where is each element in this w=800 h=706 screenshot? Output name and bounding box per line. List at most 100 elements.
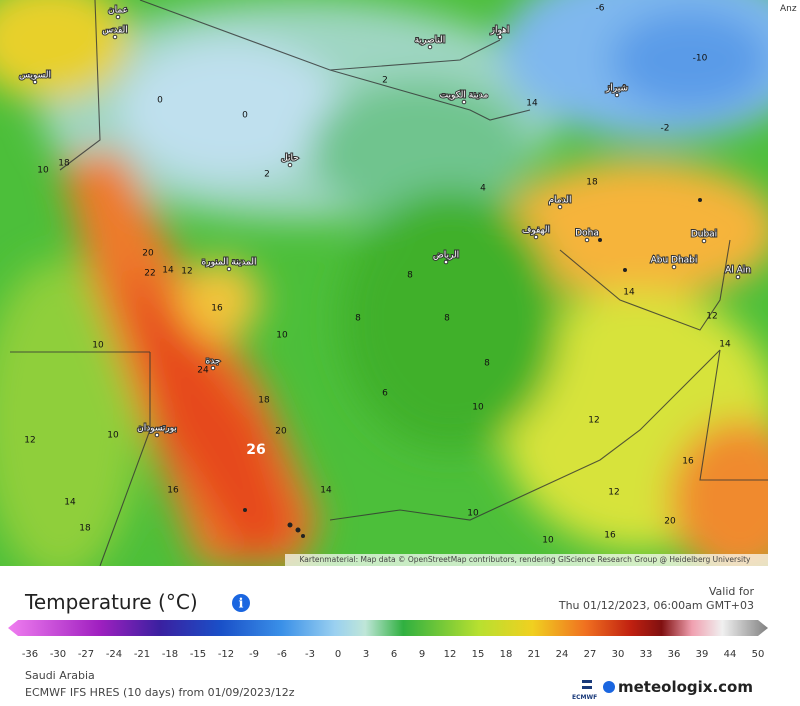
temperature-label: 20 <box>142 249 154 259</box>
place-dot <box>443 259 449 265</box>
temperature-label: 18 <box>586 178 598 188</box>
place-dot <box>671 264 677 270</box>
place-dot <box>461 99 467 105</box>
colorbar-tick-label: 33 <box>640 649 653 660</box>
place-label: عمان <box>108 6 128 16</box>
temperature-label: 2 <box>264 170 270 180</box>
temperature-label: 26 <box>246 442 265 458</box>
temperature-label: 10 <box>276 331 288 341</box>
colorbar-tick-label: -6 <box>277 649 287 660</box>
place-label: Dubai <box>691 230 717 240</box>
place-dot <box>497 34 503 40</box>
place-label: الهفوف <box>522 226 550 236</box>
temperature-label: 10 <box>37 166 49 176</box>
place-label: الناصرية <box>415 36 446 46</box>
temperature-label: 12 <box>706 312 717 322</box>
temperature-label: 4 <box>480 184 486 194</box>
colorbar-tick-label: 27 <box>584 649 597 660</box>
colorbar-tick-label: -9 <box>249 649 259 660</box>
colorbar-tick-label: 39 <box>696 649 709 660</box>
temperature-label: 18 <box>79 524 91 534</box>
place-dot <box>32 79 38 85</box>
temperature-label: 22 <box>144 269 155 279</box>
temperature-label: 12 <box>181 267 192 277</box>
borders <box>10 0 768 566</box>
temperature-label: 10 <box>107 431 119 441</box>
colorbar-tick-label: -18 <box>162 649 178 660</box>
place-label: جدة <box>205 357 220 367</box>
temperature-label: 2 <box>382 76 388 86</box>
info-icon[interactable]: i <box>230 592 252 614</box>
temperature-label: 18 <box>258 396 270 406</box>
colorbar-tick-label: -15 <box>190 649 206 660</box>
place-label: اهواز <box>490 26 510 36</box>
colorbar-tick-label: 36 <box>668 649 681 660</box>
place-dot <box>614 92 620 98</box>
colorbar-tick-label: 9 <box>419 649 425 660</box>
place-label: بورتسودان <box>137 424 177 434</box>
attribution-bg <box>285 554 768 566</box>
place-label: Doha <box>575 229 599 239</box>
place-label: شيراز <box>605 84 628 94</box>
meteologix-logo: meteologix.com <box>618 678 753 696</box>
temperature-label: 10 <box>92 341 104 351</box>
place-label: Abu Dhabi <box>651 256 698 266</box>
place-dot <box>154 432 160 438</box>
ecmwf-mark <box>582 680 592 689</box>
temperature-label: -2 <box>661 124 670 134</box>
temperature-label: 12 <box>588 416 599 426</box>
place-label: Al Ain <box>725 266 751 276</box>
place-dot <box>427 44 433 50</box>
place-label: السويس <box>19 71 51 81</box>
meteologix-mark <box>603 681 615 693</box>
temperature-label: 16 <box>682 457 694 467</box>
temperature-label: 14 <box>719 340 731 350</box>
place-dot <box>584 237 590 243</box>
ecmwf-logo: ECMWF <box>572 694 598 701</box>
colorbar-tick-label: 21 <box>528 649 541 660</box>
place-label: المدينة المنورة <box>202 258 257 268</box>
temperature-label: 10 <box>472 403 484 413</box>
colorbar-tick-label: 12 <box>444 649 457 660</box>
colorbar-tick-label: 15 <box>472 649 485 660</box>
temperature-label: 14 <box>526 99 538 109</box>
colorbar-tick-label: -30 <box>50 649 66 660</box>
place-dot <box>287 162 293 168</box>
place-label: الرياض <box>433 251 459 261</box>
temperature-label: 12 <box>608 488 619 498</box>
model: ECMWF IFS HRES (10 days) from 01/09/2023… <box>25 686 295 699</box>
temperature-label: 18 <box>58 159 70 169</box>
temperature-label: 16 <box>167 486 179 496</box>
temperature-label: 0 <box>157 96 163 106</box>
colorbar-tick-label: 30 <box>612 649 625 660</box>
valid-for: Valid for <box>708 585 754 598</box>
temperature-label: 10 <box>542 536 554 546</box>
place-label: القدس <box>102 26 128 36</box>
place-dot <box>112 34 118 40</box>
temperature-label: 24 <box>197 366 209 376</box>
temperature-label: 8 <box>484 359 490 369</box>
place-dot <box>557 204 563 210</box>
temperature-label: 20 <box>275 427 287 437</box>
temperature-label: 14 <box>623 288 635 298</box>
colorbar-tick-label: -3 <box>305 649 315 660</box>
place-label: مدينة الكويت <box>440 91 489 101</box>
colorbar-tick-label: 3 <box>363 649 369 660</box>
colorbar-tick-label: -21 <box>134 649 150 660</box>
colorbar-tick-label: -24 <box>106 649 122 660</box>
corner-text: Anz <box>780 4 797 14</box>
temperature-label: 8 <box>407 271 413 281</box>
temperature-label: 14 <box>320 486 332 496</box>
attribution: Kartenmaterial: Map data © OpenStreetMap… <box>300 555 752 564</box>
temperature-label: 20 <box>664 517 676 527</box>
colorbar-tick-label: -36 <box>22 649 38 660</box>
place-dot <box>701 238 707 244</box>
temperature-label: -6 <box>596 4 605 14</box>
colorbar-tick-label: -12 <box>218 649 234 660</box>
temperature-label: 6 <box>382 389 388 399</box>
colorbar-tick-label: 6 <box>391 649 397 660</box>
place-dot <box>210 365 216 371</box>
